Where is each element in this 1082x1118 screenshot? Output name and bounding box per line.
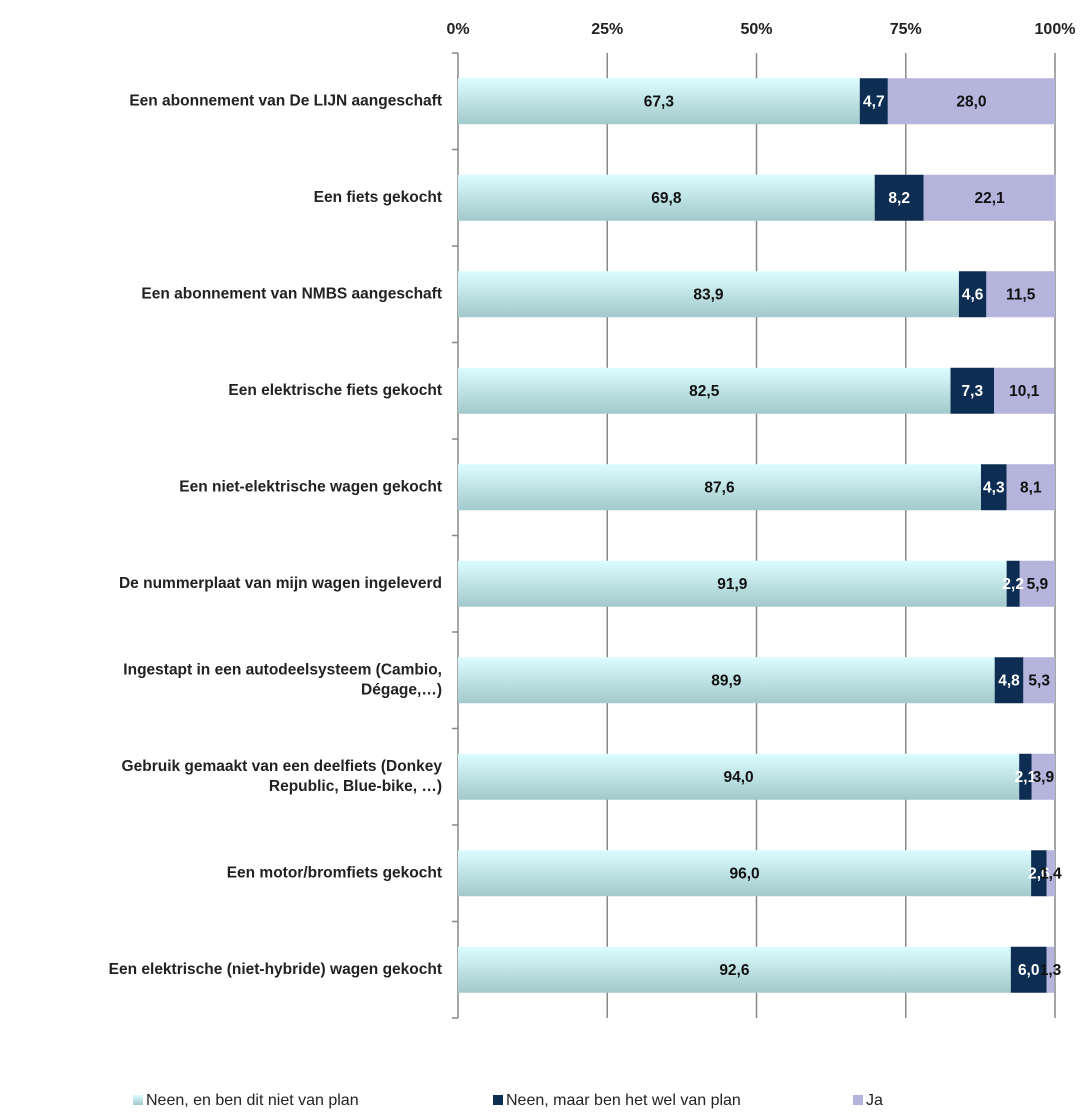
- value-label: 10,1: [1009, 383, 1040, 400]
- bar-segment: [1006, 560, 1020, 607]
- value-label: 4,8: [998, 672, 1020, 689]
- value-label: 83,9: [693, 286, 724, 303]
- value-label: 94,0: [724, 769, 754, 786]
- value-label: 92,6: [719, 962, 750, 979]
- bar-segment: [994, 367, 1055, 414]
- value-label: 89,9: [711, 672, 742, 689]
- value-label: 6,0: [1018, 962, 1040, 979]
- value-label: 4,7: [863, 93, 885, 110]
- value-label: 91,9: [717, 576, 748, 593]
- bar-segment: [458, 560, 1007, 607]
- category-label: Een abonnement van NMBS aangeschaft: [141, 285, 442, 302]
- bar-segment: [458, 850, 1032, 897]
- value-label: 3,9: [1033, 769, 1055, 786]
- bar-segment: [887, 78, 1055, 125]
- value-label: 5,3: [1028, 672, 1050, 689]
- value-label: 96,0: [729, 865, 759, 882]
- bar-segment: [1046, 946, 1055, 993]
- bar-segment: [1031, 850, 1047, 897]
- category-label: Een niet-elektrische wagen gekocht: [179, 478, 442, 495]
- legend-swatch: [133, 1095, 143, 1105]
- bar-segment: [1031, 753, 1055, 800]
- value-label: 5,9: [1027, 576, 1049, 593]
- value-label: 2,6: [1028, 865, 1050, 882]
- bar-segment: [923, 174, 1056, 221]
- bar-segment: [458, 464, 981, 511]
- bar-segment: [958, 271, 987, 318]
- bar-segment: [458, 78, 860, 125]
- value-label: 8,2: [888, 190, 910, 207]
- value-label: 87,6: [704, 479, 735, 496]
- bar-segment: [1019, 753, 1032, 800]
- value-label: 1,4: [1040, 865, 1062, 882]
- legend-swatch: [853, 1095, 863, 1105]
- x-tick-label: 100%: [1035, 21, 1076, 38]
- value-label: 69,8: [651, 190, 682, 207]
- value-label: 82,5: [689, 383, 720, 400]
- bar-segment: [1023, 657, 1055, 704]
- value-label: 22,1: [975, 190, 1006, 207]
- value-label: 2,1: [1015, 769, 1037, 786]
- bar-segment: [1010, 946, 1047, 993]
- value-label: 28,0: [956, 93, 986, 110]
- bar-segment: [994, 657, 1024, 704]
- value-label: 7,3: [962, 383, 984, 400]
- x-tick-label: 75%: [890, 21, 922, 38]
- x-tick-label: 25%: [591, 21, 623, 38]
- bar-segment: [458, 367, 951, 414]
- legend-label: Neen, en ben dit niet van plan: [146, 1092, 359, 1109]
- legend-swatch: [493, 1095, 503, 1105]
- bar-segment: [458, 657, 995, 704]
- category-label: Een elektrische (niet-hybride) wagen gek…: [109, 961, 442, 978]
- value-label: 1,3: [1040, 962, 1062, 979]
- bar-segment: [458, 271, 959, 318]
- value-label: 4,6: [962, 286, 984, 303]
- value-label: 67,3: [644, 93, 675, 110]
- bar-segment: [986, 271, 1055, 318]
- legend-label: Neen, maar ben het wel van plan: [506, 1092, 741, 1109]
- category-label: Een fiets gekocht: [314, 189, 442, 206]
- bar-segment: [1019, 560, 1055, 607]
- category-label: De nummerplaat van mijn wagen ingeleverd: [119, 575, 442, 592]
- bar-segment: [874, 174, 924, 221]
- bar-segment: [1006, 464, 1055, 511]
- value-label: 2,2: [1002, 576, 1024, 593]
- bar-segment: [458, 946, 1011, 993]
- value-label: 4,3: [983, 479, 1005, 496]
- x-tick-label: 50%: [740, 21, 772, 38]
- category-label: Ingestapt in een autodeelsysteem (Cambio…: [123, 661, 442, 698]
- bar-segment: [458, 753, 1020, 800]
- value-label: 8,1: [1020, 479, 1042, 496]
- x-tick-label: 0%: [446, 21, 469, 38]
- category-label: Gebruik gemaakt van een deelfiets (Donke…: [122, 758, 443, 795]
- bar-segment: [859, 78, 888, 125]
- category-label: Een abonnement van De LIJN aangeschaft: [129, 92, 442, 109]
- bar-segment: [458, 174, 875, 221]
- bar-segment: [980, 464, 1007, 511]
- bar-segment: [950, 367, 995, 414]
- category-label: Een elektrische fiets gekocht: [228, 382, 442, 399]
- legend-label: Ja: [866, 1092, 883, 1109]
- category-label: Een motor/bromfiets gekocht: [227, 864, 442, 881]
- bar-segment: [1046, 850, 1055, 897]
- value-label: 11,5: [1006, 286, 1036, 303]
